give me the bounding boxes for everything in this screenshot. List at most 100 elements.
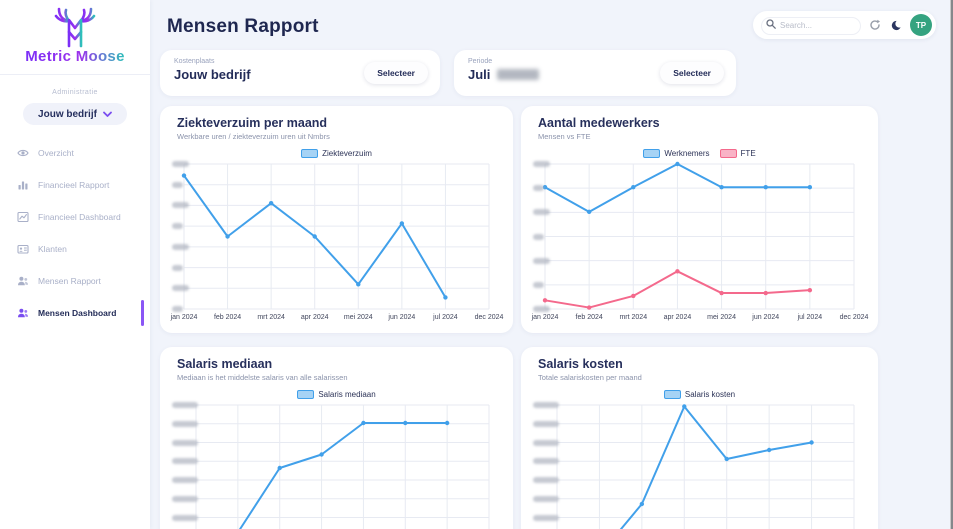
avatar[interactable]: TP xyxy=(910,14,932,36)
x-tick-label: mrt 2024 xyxy=(257,314,285,321)
refresh-icon[interactable] xyxy=(868,18,882,32)
y-tick-redacted xyxy=(533,209,550,216)
y-tick-redacted xyxy=(533,185,544,192)
data-point xyxy=(444,420,450,426)
scrollbar-thumb[interactable] xyxy=(951,0,953,529)
data-point xyxy=(399,221,405,226)
eye-icon xyxy=(17,147,29,159)
legend-item-werknemers[interactable]: Werknemers xyxy=(643,149,710,158)
legend-item-salaris-mediaan[interactable]: Salaris mediaan xyxy=(297,390,376,399)
data-point xyxy=(675,269,680,274)
data-point xyxy=(639,501,645,507)
filter-periode[interactable]: Periode Juli Selecteer xyxy=(454,50,736,96)
brand-name: Metric Moose xyxy=(25,48,125,65)
y-tick-redacted xyxy=(533,161,550,167)
sidebar-item-overzicht[interactable]: Overzicht xyxy=(0,141,150,165)
sidebar-item-label: Mensen Rapport xyxy=(38,276,101,286)
y-tick-redacted xyxy=(533,281,544,288)
page-title: Mensen Rapport xyxy=(167,16,319,37)
x-tick-label: jun 2024 xyxy=(388,314,416,321)
brand-logo: Metric Moose xyxy=(0,0,150,66)
topbar: TP xyxy=(753,11,936,39)
sidebar-divider xyxy=(0,74,150,75)
y-tick-redacted xyxy=(533,402,559,408)
y-tick-redacted xyxy=(172,285,189,292)
x-tick-label: jul 2024 xyxy=(797,314,823,321)
x-tick-label: mei 2024 xyxy=(343,314,373,321)
data-point xyxy=(403,420,408,426)
data-point xyxy=(809,440,814,445)
sidebar-nav: Overzicht Financieel Rapport Financieel Da… xyxy=(0,141,150,326)
x-tick-label: mei 2024 xyxy=(707,314,736,321)
chart-legend: Werknemers FTE xyxy=(533,148,866,159)
y-tick-redacted xyxy=(172,514,198,521)
sidebar-item-mensen-rapport[interactable]: Mensen Rapport xyxy=(0,269,150,293)
main-content: Mensen Rapport TP Kostenplaats Jouw bedr… xyxy=(150,0,953,529)
data-point xyxy=(807,185,813,190)
chart-legend: Salaris mediaan xyxy=(172,389,501,400)
x-tick-label: jan 2024 xyxy=(170,314,198,321)
data-point xyxy=(312,234,317,239)
data-point xyxy=(631,185,636,190)
chart-card-aantal-medewerkers: Aantal medewerkers Mensen vs FTE Werknem… xyxy=(521,106,878,333)
search-input[interactable] xyxy=(761,16,861,35)
filter-label: Periode xyxy=(468,58,493,65)
sidebar-item-klanten[interactable]: Klanten xyxy=(0,237,150,261)
legend-item-ziekteverzuim[interactable]: Ziekteverzuim xyxy=(301,149,372,158)
chart-plot: jan 2024 feb 2024 mrt 2024 apr 2024 mei 2024… xyxy=(170,161,503,325)
filter-kostenplaats[interactable]: Kostenplaats Jouw bedrijf Selecteer xyxy=(160,50,440,96)
users-icon xyxy=(17,307,29,319)
sidebar: Metric Moose Administratie Jouw bedrijf … xyxy=(0,0,150,529)
legend-item-fte[interactable]: FTE xyxy=(719,149,756,158)
chart-title: Ziekteverzuim per maand xyxy=(177,116,328,130)
y-tick-redacted xyxy=(533,514,559,521)
plot-svg xyxy=(542,161,855,310)
chart-title: Salaris kosten xyxy=(538,357,623,371)
data-point xyxy=(268,200,274,206)
sidebar-item-mensen-dashboard[interactable]: Mensen Dashboard xyxy=(0,300,150,326)
moon-icon[interactable] xyxy=(889,18,903,32)
sidebar-item-label: Overzicht xyxy=(38,148,74,158)
filter-value: Juli xyxy=(468,67,722,82)
moose-logo-icon xyxy=(54,7,96,48)
data-point xyxy=(277,465,282,471)
legend-swatch xyxy=(297,390,315,399)
plot-svg xyxy=(181,163,490,310)
y-tick-redacted xyxy=(172,202,189,209)
search-box xyxy=(761,15,861,35)
x-tick-label: apr 2024 xyxy=(300,314,329,321)
x-tick-label: feb 2024 xyxy=(213,314,242,321)
data-point xyxy=(443,295,448,300)
data-point xyxy=(719,185,724,190)
data-point xyxy=(361,420,366,426)
company-selector[interactable]: Jouw bedrijf xyxy=(23,103,127,125)
scrollbar[interactable] xyxy=(950,0,953,529)
selecteer-button[interactable]: Selecteer xyxy=(364,62,428,84)
filter-label: Kostenplaats xyxy=(174,58,215,65)
users-icon xyxy=(17,275,29,287)
bar-chart-icon xyxy=(17,179,29,191)
data-point xyxy=(719,290,724,296)
chart-card-ziekteverzuim: Ziekteverzuim per maand Werkbare uren / … xyxy=(160,106,513,333)
sidebar-item-financieel-rapport[interactable]: Financieel Rapport xyxy=(0,173,150,197)
legend-label: Werknemers xyxy=(664,149,710,158)
sidebar-item-financieel-dashboard[interactable]: Financieel Dashboard xyxy=(0,205,150,229)
y-tick-redacted xyxy=(172,243,189,250)
sidebar-item-label: Mensen Dashboard xyxy=(38,308,117,318)
data-point xyxy=(586,209,592,215)
selecteer-button[interactable]: Selecteer xyxy=(660,62,724,84)
chart-subtitle: Mensen vs FTE xyxy=(538,132,591,141)
legend-label: Ziekteverzuim xyxy=(322,149,372,158)
data-point xyxy=(682,404,687,409)
legend-swatch xyxy=(719,149,737,158)
data-point xyxy=(807,287,813,293)
y-tick-redacted xyxy=(533,420,559,427)
data-point xyxy=(319,452,324,457)
x-tick-label: feb 2024 xyxy=(575,314,603,321)
legend-item-salaris-kosten[interactable]: Salaris kosten xyxy=(663,390,735,399)
data-point xyxy=(763,290,768,296)
chart-subtitle: Mediaan is het middelste salaris van all… xyxy=(177,373,348,382)
